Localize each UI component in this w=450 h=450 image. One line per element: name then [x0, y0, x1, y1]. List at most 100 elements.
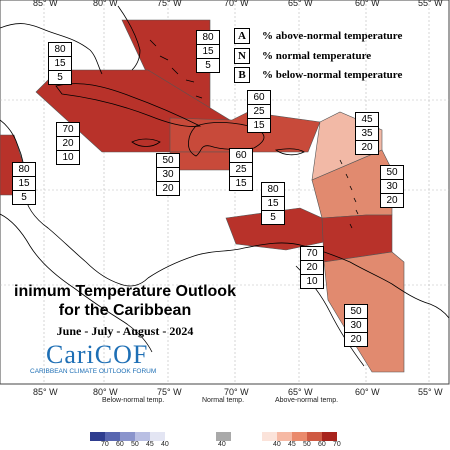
- lon-label-bottom: 65° W: [288, 387, 313, 397]
- legend-key-normal: N: [234, 48, 250, 64]
- prob-below: 5: [270, 212, 276, 223]
- colorbar-above-swatch: [307, 432, 322, 441]
- caricof-tagline: CARIBBEAN CLIMATE OUTLOOK FORUM: [30, 368, 157, 375]
- prob-below: 5: [205, 60, 211, 71]
- colorbar-above-swatch: [262, 432, 277, 441]
- lon-label-top: 75° W: [157, 0, 182, 8]
- title-line1: inimum Temperature Outlook: [14, 283, 236, 300]
- colorbar-above-title: Above-normal temp.: [275, 397, 339, 404]
- prob-normal: 15: [197, 45, 219, 59]
- lon-label-bottom: 85° W: [33, 387, 58, 397]
- colorbar-below-swatch: [120, 432, 135, 441]
- prob-box-cayman-jamaica: 70 20 10: [56, 122, 80, 165]
- prob-below: 15: [253, 120, 265, 131]
- title-period: June - July - August - 2024: [56, 324, 194, 338]
- prob-normal: 15: [262, 197, 284, 211]
- prob-above: 70: [57, 123, 79, 137]
- lon-label-bottom: 55° W: [418, 387, 443, 397]
- caricof-logo: CariCOF: [46, 340, 149, 369]
- prob-above: 60: [248, 91, 270, 105]
- prob-normal: 30: [345, 319, 367, 333]
- prob-above: 45: [356, 113, 378, 127]
- lon-label-top: 85° W: [33, 0, 58, 8]
- prob-below: 10: [62, 152, 74, 163]
- colorbar-above-swatch: [292, 432, 307, 441]
- colorbar-above-tick: 60: [318, 441, 326, 448]
- lon-label-bottom: 80° W: [93, 387, 118, 397]
- prob-below: 5: [21, 192, 27, 203]
- prob-above: 80: [262, 183, 284, 197]
- prob-normal: 30: [381, 180, 403, 194]
- lon-label-bottom: 75° W: [157, 387, 182, 397]
- colorbar-below-tick: 40: [161, 441, 169, 448]
- colorbar-below-tick: 70: [101, 441, 109, 448]
- prob-box-hispaniola-east: 60 25 15: [229, 148, 253, 191]
- colorbar-below-swatch: [135, 432, 150, 441]
- legend-text-normal: % normal temperature: [262, 50, 372, 62]
- graticule: [0, 0, 449, 384]
- prob-above: 60: [230, 149, 252, 163]
- legend-text-above: % above-normal temperature: [262, 30, 403, 42]
- prob-normal: 25: [248, 105, 270, 119]
- prob-normal: 15: [13, 177, 35, 191]
- prob-box-cuba: 80 15 5: [48, 42, 72, 85]
- legend-text-below: % below-normal temperature: [262, 69, 403, 81]
- prob-box-bahamas: 80 15 5: [196, 30, 220, 73]
- prob-below: 10: [306, 276, 318, 287]
- prob-below: 20: [361, 142, 373, 153]
- prob-box-trinidad: 70 20 10: [300, 246, 324, 289]
- prob-above: 50: [157, 154, 179, 168]
- legend-key-above: A: [234, 28, 250, 44]
- prob-normal: 30: [157, 168, 179, 182]
- colorbar-above-swatch: [277, 432, 292, 441]
- prob-above: 50: [345, 305, 367, 319]
- prob-box-central-america: 80 15 5: [12, 162, 36, 205]
- prob-above: 50: [381, 166, 403, 180]
- colorbar-above-tick: 50: [303, 441, 311, 448]
- colorbar-below-swatch: [90, 432, 105, 441]
- lon-label-top: 60° W: [355, 0, 380, 8]
- colorbar-normal-title: Normal temp.: [202, 397, 245, 404]
- prob-box-windward: 50 30 20: [380, 165, 404, 208]
- prob-normal: 35: [356, 127, 378, 141]
- lon-label-bottom: 70° W: [224, 387, 249, 397]
- lon-label-top: 70° W: [224, 0, 249, 8]
- prob-normal: 15: [49, 57, 71, 71]
- prob-box-leeward: 45 35 20: [355, 112, 379, 155]
- lon-label-top: 80° W: [93, 0, 118, 8]
- longitude-labels-top: 85° W 80° W 75° W 70° W 65° W 60° W 55° …: [33, 0, 443, 8]
- prob-below: 20: [350, 334, 362, 345]
- colorbar-above-swatch: [322, 432, 337, 441]
- colorbar-below-tick: 60: [116, 441, 124, 448]
- title-line2: for the Caribbean: [58, 302, 192, 319]
- prob-normal: 25: [230, 163, 252, 177]
- prob-below: 5: [57, 72, 63, 83]
- prob-below: 15: [235, 178, 247, 189]
- lon-label-top: 65° W: [288, 0, 313, 8]
- prob-box-guianas: 50 30 20: [344, 304, 368, 347]
- prob-normal: 20: [301, 261, 323, 275]
- colorbar-above-tick: 40: [273, 441, 281, 448]
- lon-label-bottom: 60° W: [355, 387, 380, 397]
- longitude-labels-bottom: 85° W 80° W 75° W 70° W 65° W 60° W 55° …: [33, 387, 443, 397]
- prob-above: 70: [301, 247, 323, 261]
- colorbar-below-tick: 45: [146, 441, 154, 448]
- colorbar-below-title: Below-normal temp.: [102, 397, 165, 404]
- prob-box-abc: 80 15 5: [261, 182, 285, 225]
- colorbar-below-swatch: [105, 432, 120, 441]
- prob-normal: 20: [57, 137, 79, 151]
- colorbar-normal-swatch: [216, 432, 231, 441]
- prob-above: 80: [49, 43, 71, 57]
- legend-key-below: B: [234, 67, 250, 83]
- colorbar-below-tick: 50: [131, 441, 139, 448]
- colorbar-below-swatch: [150, 432, 165, 441]
- prob-below: 20: [386, 195, 398, 206]
- colorbar-above-tick: 45: [288, 441, 296, 448]
- prob-below: 20: [162, 183, 174, 194]
- coastlines: [0, 5, 450, 367]
- prob-box-hispaniola-north: 60 25 15: [247, 90, 271, 133]
- lon-label-top: 55° W: [418, 0, 443, 8]
- colorbar-normal-tick: 40: [218, 441, 226, 448]
- prob-above: 80: [197, 31, 219, 45]
- prob-above: 80: [13, 163, 35, 177]
